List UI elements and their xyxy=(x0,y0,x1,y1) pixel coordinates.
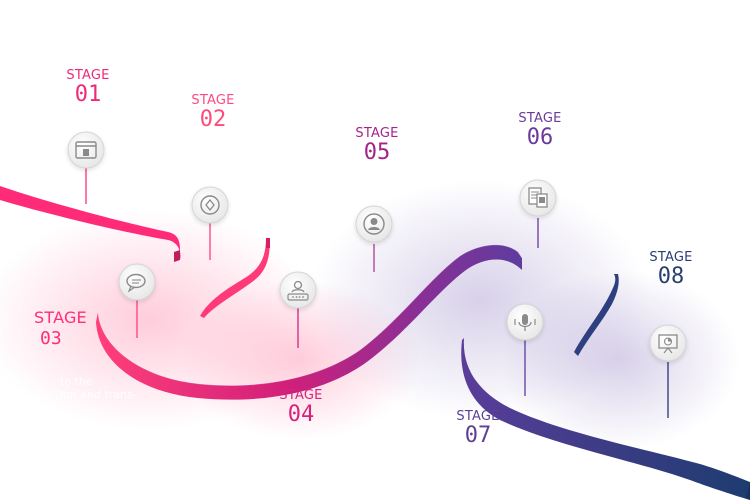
stage-05-label: STAGE 05 xyxy=(351,127,403,164)
user-password-icon xyxy=(279,271,317,311)
roadmap-ribbon xyxy=(0,186,750,500)
stage-02-word: STAGE xyxy=(191,93,235,108)
stage-06-word: STAGE xyxy=(518,111,562,126)
stage-04-number: 04 xyxy=(287,402,315,427)
stage-03-description: to the ion and trans- xyxy=(60,375,137,401)
stage-07-number: 07 xyxy=(464,423,492,448)
stage-03-word: STAGE xyxy=(34,308,87,327)
user-profile-icon xyxy=(355,205,393,245)
background-glow xyxy=(0,180,740,450)
documents-icon xyxy=(519,179,557,219)
stage-01-word: STAGE xyxy=(66,68,110,83)
stage-07-description: NFTs (Non-Fung xyxy=(436,448,522,461)
stage-06-label: STAGE 06 xyxy=(514,112,566,149)
stage-03-description-line2: ion and trans- xyxy=(60,387,137,401)
presentation-chart-icon xyxy=(649,324,687,364)
stage-07-label: STAGE 07 xyxy=(452,410,504,447)
stage-02-number: 02 xyxy=(199,107,227,132)
stage-08-number: 08 xyxy=(657,264,685,289)
stage-06-number: 06 xyxy=(526,125,554,150)
stage-03-description-line1: to the xyxy=(60,375,93,388)
voice-microphone-icon xyxy=(506,303,544,343)
connector-lines xyxy=(85,166,669,418)
stage-03-number: 03 xyxy=(40,328,62,349)
stage-03-label: STAGE 03 xyxy=(34,310,96,348)
stage-04-word: STAGE xyxy=(279,388,323,403)
stage-08-label: STAGE 08 xyxy=(645,251,697,288)
stage-08-word: STAGE xyxy=(649,250,693,265)
stage-04-description: Voice xyxy=(232,427,262,440)
browser-window-icon xyxy=(67,131,105,171)
stage-04-label: STAGE 04 xyxy=(275,389,327,426)
stage-05-number: 05 xyxy=(363,140,391,165)
stage-01-number: 01 xyxy=(74,82,102,107)
stage-01-label: STAGE 01 xyxy=(62,69,114,106)
diamond-coin-icon xyxy=(191,186,229,226)
stage-icons xyxy=(67,131,687,364)
stage-02-label: STAGE 02 xyxy=(187,94,239,131)
stage-07-word: STAGE xyxy=(456,409,500,424)
chat-bubbles-icon xyxy=(118,263,156,303)
stage-05-word: STAGE xyxy=(355,126,399,141)
